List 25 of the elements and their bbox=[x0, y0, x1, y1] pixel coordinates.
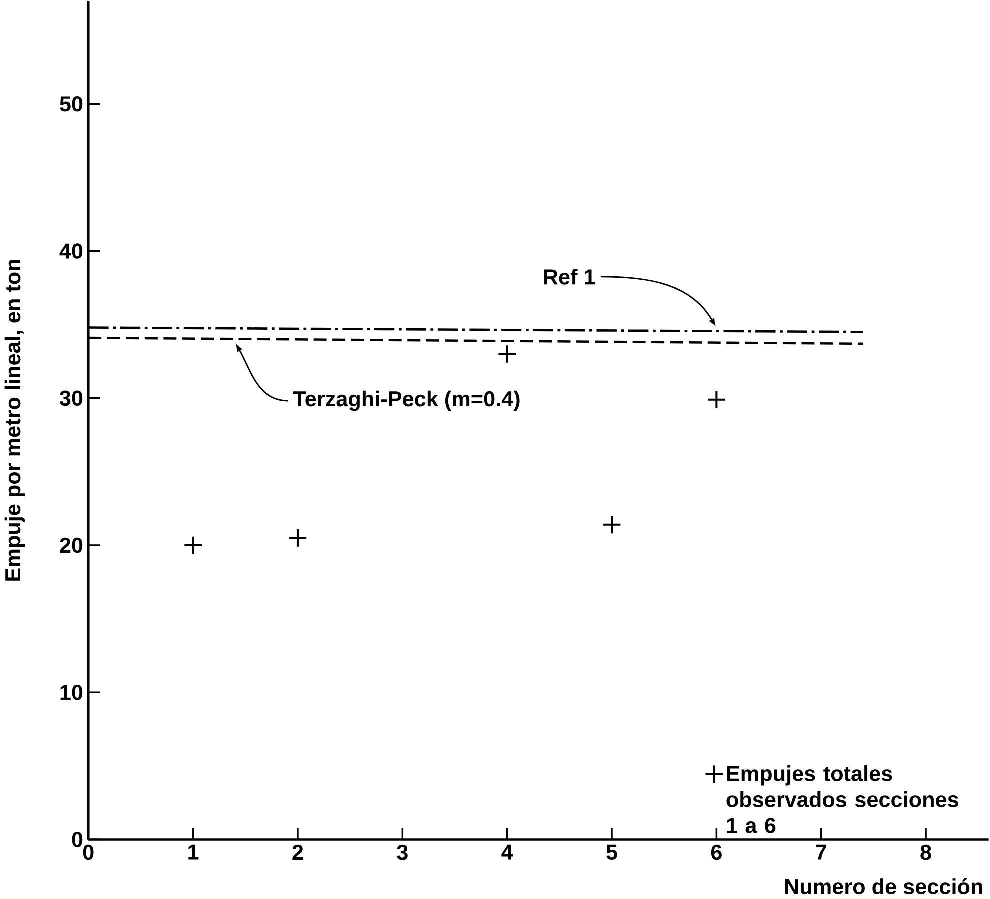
y-tick-label: 30 bbox=[60, 390, 83, 406]
x-tick-label: 2 bbox=[292, 844, 304, 860]
x-tick-label: 3 bbox=[397, 844, 408, 860]
y-tick-label: 40 bbox=[60, 243, 83, 259]
x-tick-label: 1 bbox=[188, 844, 199, 860]
point bbox=[498, 344, 517, 364]
x-tick-label: 4 bbox=[502, 844, 514, 860]
y-axis-title: Empuje por metro lineal, en ton bbox=[4, 260, 25, 581]
text: Terzaghi-Peck (m=0.4) bbox=[293, 390, 520, 411]
y-tick-label: 0 bbox=[72, 832, 83, 848]
x-axis-title: Numero de sección bbox=[785, 878, 982, 894]
point bbox=[602, 515, 622, 534]
point bbox=[707, 390, 726, 410]
point bbox=[288, 528, 308, 548]
y-tick-label: 10 bbox=[60, 684, 83, 700]
x-tick-label: 6 bbox=[711, 844, 722, 860]
y-tick-label: 50 bbox=[60, 96, 83, 112]
point bbox=[184, 536, 203, 556]
x-tick-label: 7 bbox=[816, 844, 826, 860]
x-tick-label: 8 bbox=[920, 844, 932, 860]
legend-label: Empujes totales observados secciones 1 a 6 bbox=[726, 765, 958, 834]
x-tick-label: 5 bbox=[606, 844, 618, 860]
text: Ref 1 bbox=[544, 268, 596, 285]
x-tick-label: 0 bbox=[83, 844, 94, 860]
y-tick-label: 20 bbox=[60, 538, 83, 554]
